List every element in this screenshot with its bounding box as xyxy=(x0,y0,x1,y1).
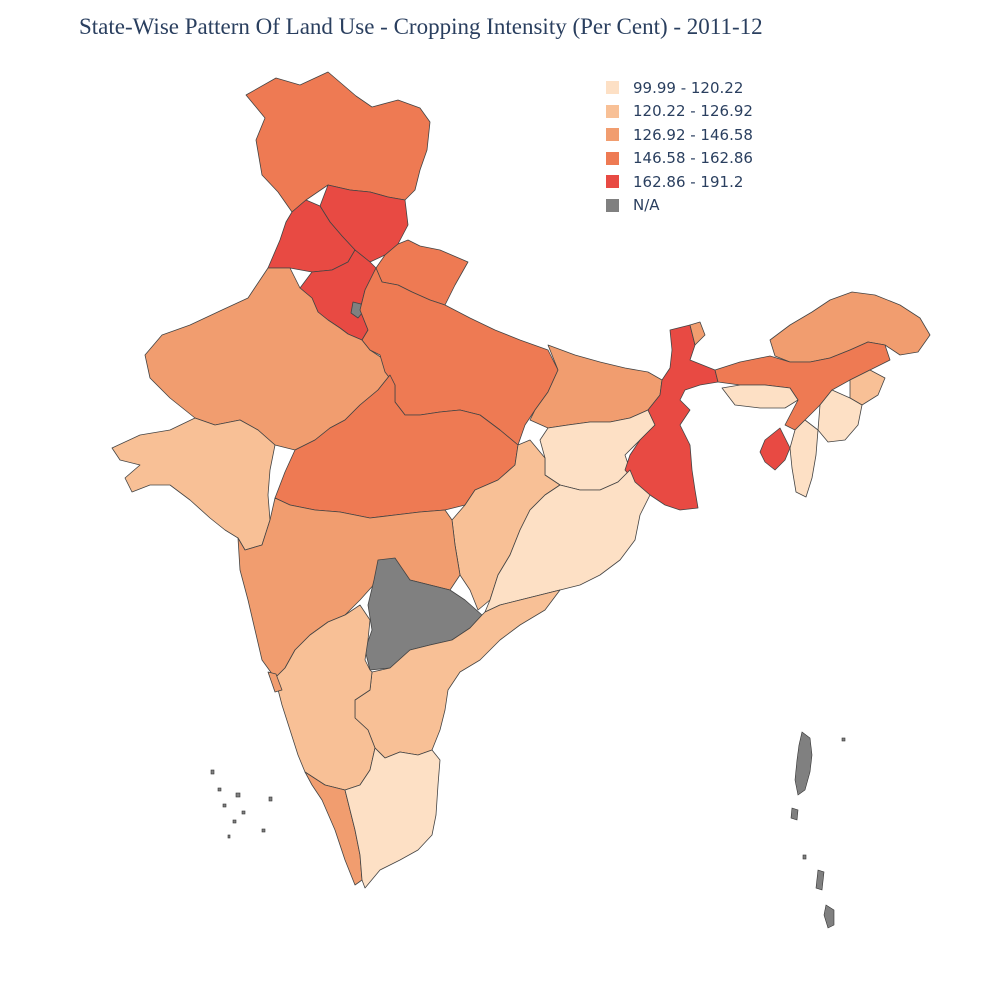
legend-swatch xyxy=(606,175,619,189)
state-mizoram[interactable] xyxy=(789,419,819,498)
legend-label: 120.22 - 126.92 xyxy=(633,102,753,121)
legend-swatch xyxy=(606,128,619,142)
legend-label: N/A xyxy=(633,196,660,215)
map-legend: 99.99 - 120.22 120.22 - 126.92 126.92 - 14… xyxy=(606,76,753,217)
legend-item[interactable]: 162.86 - 191.2 xyxy=(606,170,753,194)
state-goa[interactable] xyxy=(267,671,283,693)
legend-item[interactable]: N/A xyxy=(606,194,753,218)
legend-item[interactable]: 120.22 - 126.92 xyxy=(606,100,753,124)
map-title: State-Wise Pattern Of Land Use - Croppin… xyxy=(79,14,763,39)
legend-label: 162.86 - 191.2 xyxy=(633,172,744,191)
legend-swatch xyxy=(606,104,619,118)
state-gujarat[interactable] xyxy=(111,417,276,551)
state-meghalaya[interactable] xyxy=(721,384,799,409)
lakshadweep-islands[interactable] xyxy=(210,769,273,839)
legend-label: 146.58 - 162.86 xyxy=(633,149,753,168)
legend-label: 99.99 - 120.22 xyxy=(633,78,744,97)
state-tripura[interactable] xyxy=(759,427,791,471)
legend-item[interactable]: 146.58 - 162.86 xyxy=(606,147,753,171)
state-jammu-kashmir[interactable] xyxy=(245,71,431,213)
legend-label: 126.92 - 146.58 xyxy=(633,125,753,144)
state-manipur[interactable] xyxy=(817,389,863,443)
legend-item[interactable]: 126.92 - 146.58 xyxy=(606,123,753,147)
state-tamil-nadu[interactable] xyxy=(344,747,441,889)
state-sikkim[interactable] xyxy=(689,321,706,346)
andaman-nicobar-islands[interactable] xyxy=(790,731,846,929)
legend-swatch xyxy=(606,198,619,212)
legend-item[interactable]: 99.99 - 120.22 xyxy=(606,76,753,100)
legend-swatch xyxy=(606,81,619,95)
state-odisha[interactable] xyxy=(484,469,651,613)
state-delhi[interactable] xyxy=(350,301,364,319)
legend-swatch xyxy=(606,151,619,165)
